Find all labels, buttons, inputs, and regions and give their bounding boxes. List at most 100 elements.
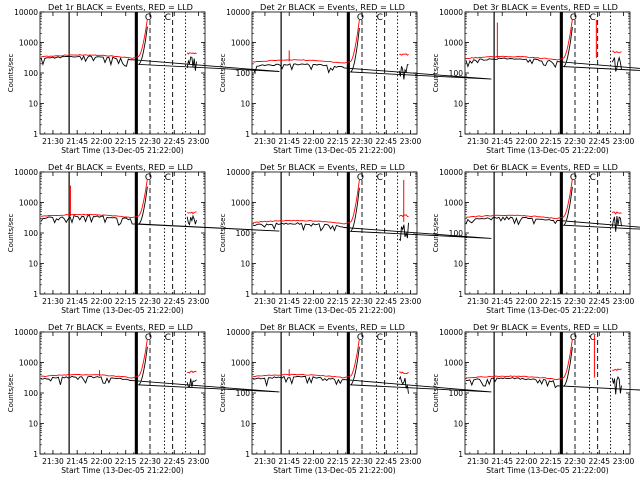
x-tick-label: 23:00 [400, 137, 422, 146]
y-tick-label: 1000 [444, 359, 463, 368]
marker-label: C [377, 333, 383, 343]
chart-title: Det 6r BLACK = Events, RED = LLD [473, 162, 618, 172]
lld-late-series [187, 370, 197, 374]
y-tick-label: 100 [449, 69, 464, 78]
lld-series [465, 178, 573, 220]
x-tick-label: 22:00 [516, 137, 538, 146]
y-tick-label: 100 [449, 389, 464, 398]
x-tick-label: 23:00 [188, 137, 210, 146]
lld-late-series [612, 50, 622, 54]
lld-late-series [611, 211, 622, 215]
y-axis-label: Counts/sec [219, 54, 227, 93]
y-tick-label: 1 [245, 450, 250, 459]
x-tick-label: 22:15 [540, 297, 562, 306]
x-tick-label: 22:00 [91, 137, 113, 146]
events-late-series [611, 56, 622, 72]
chart-panel-8: Det 8r BLACK = Events, RED = LLD 1 10 100 10… [219, 322, 492, 475]
x-tick-label: 22:30 [351, 137, 373, 146]
events-late-series [398, 375, 409, 394]
chart-panel-3: Det 3r BLACK = Events, RED = LLD 1 10 100 10… [432, 2, 640, 155]
y-tick-label: 10 [240, 100, 250, 109]
y-tick-label: 1000 [231, 199, 250, 208]
marker-label: O [145, 173, 152, 183]
events-series [40, 26, 280, 72]
y-tick-label: 10000 [439, 328, 463, 337]
marker-label: C [377, 13, 383, 23]
x-tick-label: 22:30 [139, 297, 161, 306]
y-axis-label: Counts/sec [7, 214, 15, 253]
x-tick-label: 21:30 [42, 297, 64, 306]
y-axis-label: Counts/sec [432, 374, 440, 413]
lld-series [40, 178, 148, 219]
lld-late-series [398, 214, 409, 218]
plot-frame [39, 11, 206, 135]
marker-label: C [590, 13, 596, 23]
marker-label: C [377, 173, 383, 183]
lld-series [253, 338, 360, 379]
y-tick-label: 10 [240, 420, 250, 429]
x-tick-label: 22:15 [327, 457, 349, 466]
chart-title: Det 9r BLACK = Events, RED = LLD [473, 322, 618, 332]
x-tick-label: 22:45 [588, 297, 610, 306]
y-tick-label: 100 [24, 389, 39, 398]
marker-label: O [145, 333, 152, 343]
y-tick-label: 100 [236, 229, 251, 238]
chart-title: Det 8r BLACK = Events, RED = LLD [260, 322, 405, 332]
x-tick-label: 21:45 [278, 297, 300, 306]
x-axis-label: Start Time (13-Dec-05 21:22:00) [486, 466, 608, 475]
events-late-series [611, 215, 622, 232]
x-tick-label: 21:30 [42, 457, 64, 466]
x-tick-label: 22:15 [540, 137, 562, 146]
x-tick-label: 21:45 [66, 297, 88, 306]
x-tick-label: 21:45 [278, 137, 300, 146]
x-tick-label: 23:00 [613, 457, 635, 466]
chart-title: Det 2r BLACK = Events, RED = LLD [260, 2, 405, 12]
events-late-series [186, 378, 197, 388]
x-tick-label: 21:45 [66, 457, 88, 466]
x-tick-label: 22:00 [516, 457, 538, 466]
x-axis-label: Start Time (13-Dec-05 21:22:00) [273, 466, 395, 475]
chart-panel-2: Det 2r BLACK = Events, RED = LLD 1 10 100 10… [219, 2, 492, 155]
chart-title: Det 7r BLACK = Events, RED = LLD [48, 322, 193, 332]
y-tick-label: 1000 [444, 199, 463, 208]
y-tick-label: 10 [453, 100, 463, 109]
y-tick-label: 100 [24, 229, 39, 238]
y-tick-label: 1000 [231, 39, 250, 48]
x-tick-label: 21:30 [254, 137, 276, 146]
y-tick-label: 10000 [14, 328, 38, 337]
x-tick-label: 22:45 [163, 297, 185, 306]
x-tick-label: 22:30 [139, 137, 161, 146]
lld-series [40, 18, 148, 59]
x-tick-label: 21:30 [467, 297, 489, 306]
marker-label: C [165, 13, 171, 23]
chart-panel-6: Det 6r BLACK = Events, RED = LLD 1 10 100 10… [432, 162, 640, 315]
x-tick-label: 21:30 [254, 457, 276, 466]
y-tick-label: 1000 [444, 39, 463, 48]
x-tick-label: 22:00 [91, 457, 113, 466]
y-axis-label: Counts/sec [219, 374, 227, 413]
y-tick-label: 10 [28, 100, 38, 109]
lld-late-series [186, 52, 197, 55]
y-axis-label: Counts/sec [432, 54, 440, 93]
y-axis-label: Counts/sec [432, 214, 440, 253]
x-tick-label: 22:30 [139, 457, 161, 466]
y-tick-label: 100 [236, 389, 251, 398]
x-tick-label: 23:00 [188, 457, 210, 466]
y-tick-label: 1 [458, 130, 463, 139]
plot-frame [464, 11, 631, 135]
x-tick-label: 22:15 [115, 457, 137, 466]
events-late-series [186, 214, 197, 226]
y-tick-label: 10000 [14, 168, 38, 177]
chart-title: Det 4r BLACK = Events, RED = LLD [48, 162, 193, 172]
chart-panel-1: Det 1r BLACK = Events, RED = LLD 1 10 100 10… [7, 2, 280, 155]
events-series [465, 346, 640, 391]
chart-panel-4: Det 4r BLACK = Events, RED = LLD 1 10 100 10… [7, 162, 280, 315]
events-series [252, 27, 492, 80]
marker-label: C [165, 173, 171, 183]
x-axis-label: Start Time (13-Dec-05 21:22:00) [273, 146, 395, 155]
marker-label: O [570, 173, 577, 183]
x-tick-label: 22:15 [115, 297, 137, 306]
lld-series [465, 339, 573, 381]
chart-title: Det 1r BLACK = Events, RED = LLD [48, 2, 193, 12]
events-series [253, 346, 492, 393]
